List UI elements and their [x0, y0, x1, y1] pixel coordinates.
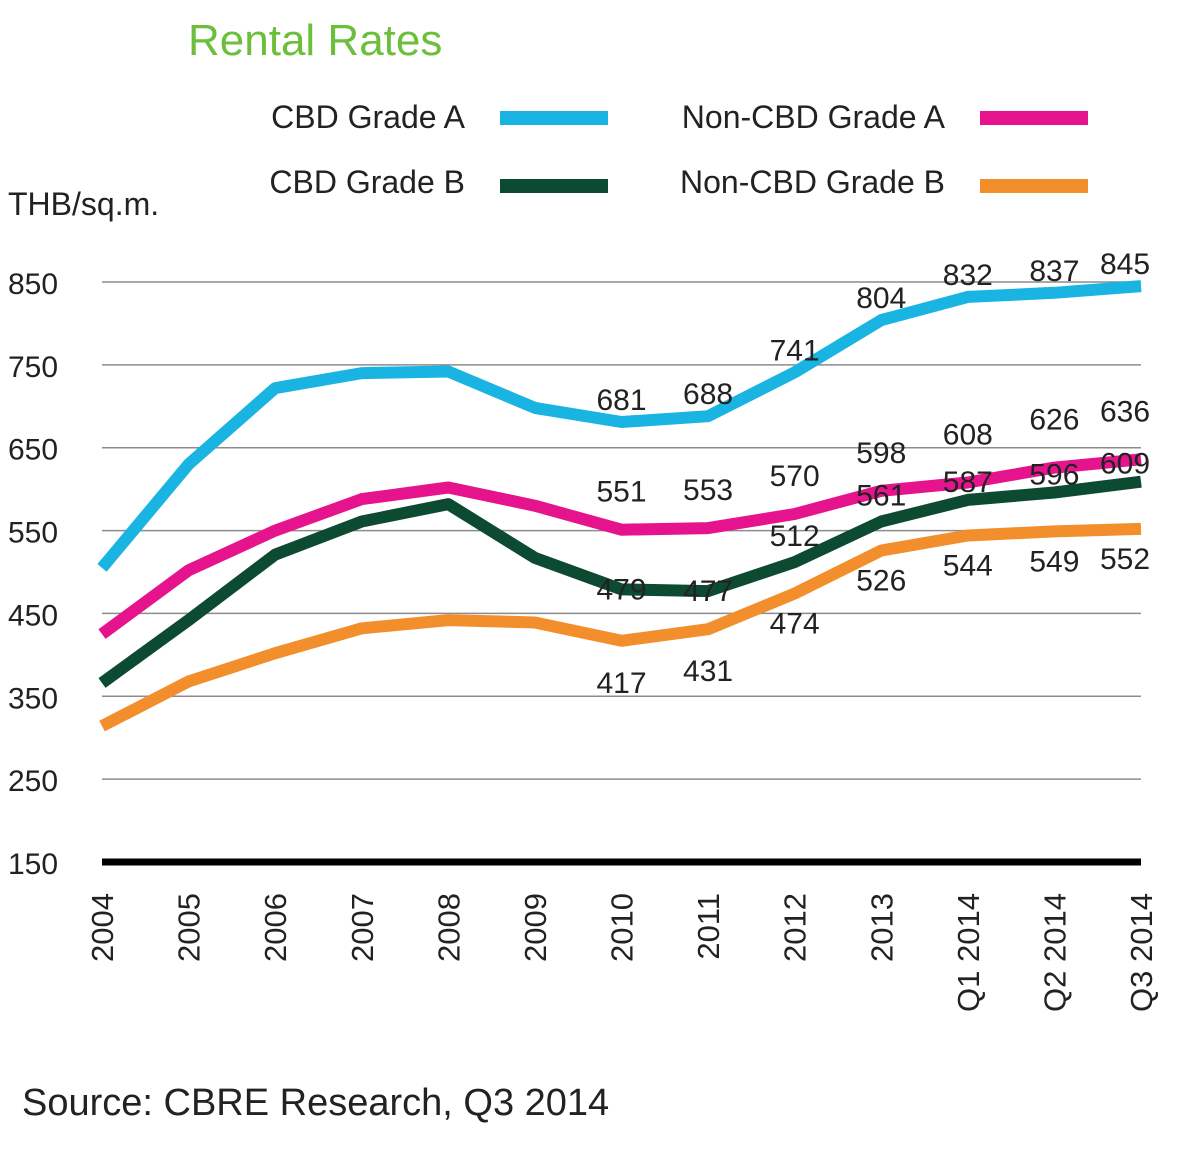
- x-axis-ticks: 2004 2005 2006 2007 2008 2009 2010 2011 2012 2013…: [85, 893, 1159, 1012]
- legend-label: Non-CBD Grade A: [682, 99, 946, 135]
- chart-title: Rental Rates: [188, 16, 442, 65]
- y-tick-label: 650: [8, 434, 58, 467]
- x-tick-label: 2010: [605, 893, 640, 962]
- grid-lines: [102, 281, 1141, 866]
- data-label: 474: [770, 608, 820, 641]
- data-label: 479: [596, 573, 646, 606]
- x-tick-label: 2011: [691, 893, 726, 960]
- y-tick-label: 550: [8, 517, 58, 550]
- data-label: 431: [683, 655, 733, 688]
- series-lines: [97, 280, 1142, 732]
- data-label: 544: [943, 550, 993, 583]
- legend: CBD Grade A Non-CBD Grade A CBD Grade B Non…: [269, 99, 1088, 200]
- data-label: 551: [596, 476, 646, 509]
- series-line: [97, 280, 1142, 572]
- x-tick-label: 2009: [518, 893, 553, 962]
- x-tick-label: 2005: [172, 893, 207, 962]
- source-note: Source: CBRE Research, Q3 2014: [22, 1082, 610, 1124]
- data-label: 598: [856, 437, 906, 470]
- data-label: 561: [856, 479, 906, 512]
- data-label: 596: [1029, 458, 1079, 491]
- x-tick-label: 2008: [431, 893, 466, 962]
- legend-label: Non-CBD Grade B: [680, 164, 945, 200]
- data-label: 608: [943, 419, 993, 452]
- legend-label: CBD Grade B: [269, 164, 465, 200]
- x-tick-label: 2012: [778, 893, 813, 962]
- data-label: 553: [683, 474, 733, 507]
- data-label: 549: [1029, 545, 1079, 578]
- data-label: 477: [683, 575, 733, 608]
- y-tick-label: 750: [8, 351, 58, 384]
- y-tick-label: 450: [8, 599, 58, 632]
- y-tick-label: 250: [8, 765, 58, 798]
- data-label: 552: [1100, 543, 1150, 576]
- data-label: 837: [1029, 255, 1079, 288]
- data-label: 681: [596, 384, 646, 417]
- legend-label: CBD Grade A: [271, 99, 466, 135]
- x-tick-label: 2013: [864, 893, 899, 962]
- data-label: 832: [943, 259, 993, 292]
- x-tick-label: Q2 2014: [1037, 893, 1072, 1012]
- x-tick-label: 2006: [258, 893, 293, 962]
- x-tick-label: 2004: [85, 893, 120, 962]
- x-tick-label: Q1 2014: [951, 893, 986, 1012]
- y-axis-ticks: 850 750 650 550 450 350 250 150: [8, 268, 58, 881]
- data-label: 570: [770, 460, 820, 493]
- data-label: 526: [856, 564, 906, 597]
- x-tick-label: 2007: [345, 893, 380, 962]
- y-tick-label: 850: [8, 268, 58, 301]
- x-tick-label: Q3 2014: [1124, 893, 1159, 1012]
- data-label: 741: [770, 334, 820, 367]
- data-label: 587: [943, 466, 993, 499]
- series-line: [98, 453, 1142, 639]
- data-label: 609: [1100, 448, 1150, 481]
- data-label: 512: [770, 520, 820, 553]
- series-line: [99, 522, 1142, 732]
- data-label: 636: [1100, 395, 1150, 428]
- data-labels: 681 688 741 804 832 837 845 551 553 570 598 608 626 6…: [596, 248, 1150, 700]
- y-tick-label: 150: [8, 848, 58, 881]
- data-label: 845: [1100, 248, 1150, 281]
- data-label: 688: [683, 378, 733, 411]
- data-label: 417: [596, 667, 646, 700]
- data-label: 626: [1029, 404, 1079, 437]
- series-line: [98, 475, 1142, 688]
- data-label: 804: [856, 282, 906, 315]
- rental-rates-chart: Rental Rates THB/sq.m. CBD Grade A Non-CB…: [8, 16, 1159, 1012]
- y-tick-label: 350: [8, 682, 58, 715]
- y-axis-unit-label: THB/sq.m.: [8, 186, 159, 222]
